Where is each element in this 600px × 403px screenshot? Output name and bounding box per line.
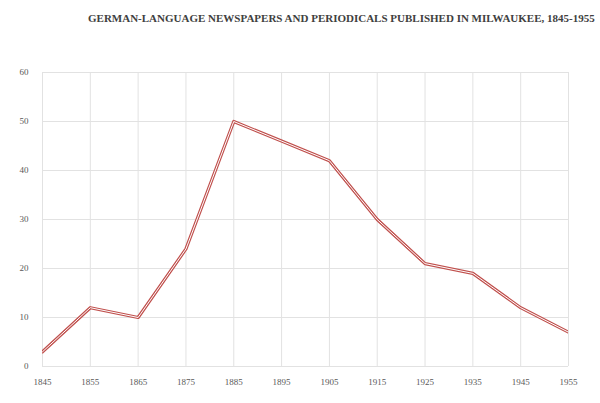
svg-text:10: 10 — [20, 312, 30, 322]
svg-text:60: 60 — [20, 67, 30, 77]
svg-text:1855: 1855 — [81, 377, 100, 387]
svg-text:0: 0 — [24, 361, 29, 371]
svg-text:20: 20 — [20, 263, 30, 273]
svg-text:30: 30 — [20, 214, 30, 224]
html-text:GERMAN-LANGUAGE NEWSPAPERS AND: GERMAN-LANGUAGE NEWSPAPERS AND PERIODICA… — [88, 12, 595, 24]
svg-text:1885: 1885 — [225, 377, 244, 387]
svg-text:1875: 1875 — [177, 377, 196, 387]
svg-text:1935: 1935 — [464, 377, 483, 387]
svg-text:1925: 1925 — [416, 377, 435, 387]
svg-text:1905: 1905 — [320, 377, 339, 387]
svg-text:1895: 1895 — [273, 377, 292, 387]
svg-text:1945: 1945 — [512, 377, 531, 387]
svg-text:50: 50 — [20, 116, 30, 126]
svg-text:1915: 1915 — [368, 377, 387, 387]
svg-text:40: 40 — [20, 165, 30, 175]
svg-text:1865: 1865 — [129, 377, 148, 387]
svg-text:1845: 1845 — [34, 377, 53, 387]
svg-text:1955: 1955 — [560, 377, 579, 387]
